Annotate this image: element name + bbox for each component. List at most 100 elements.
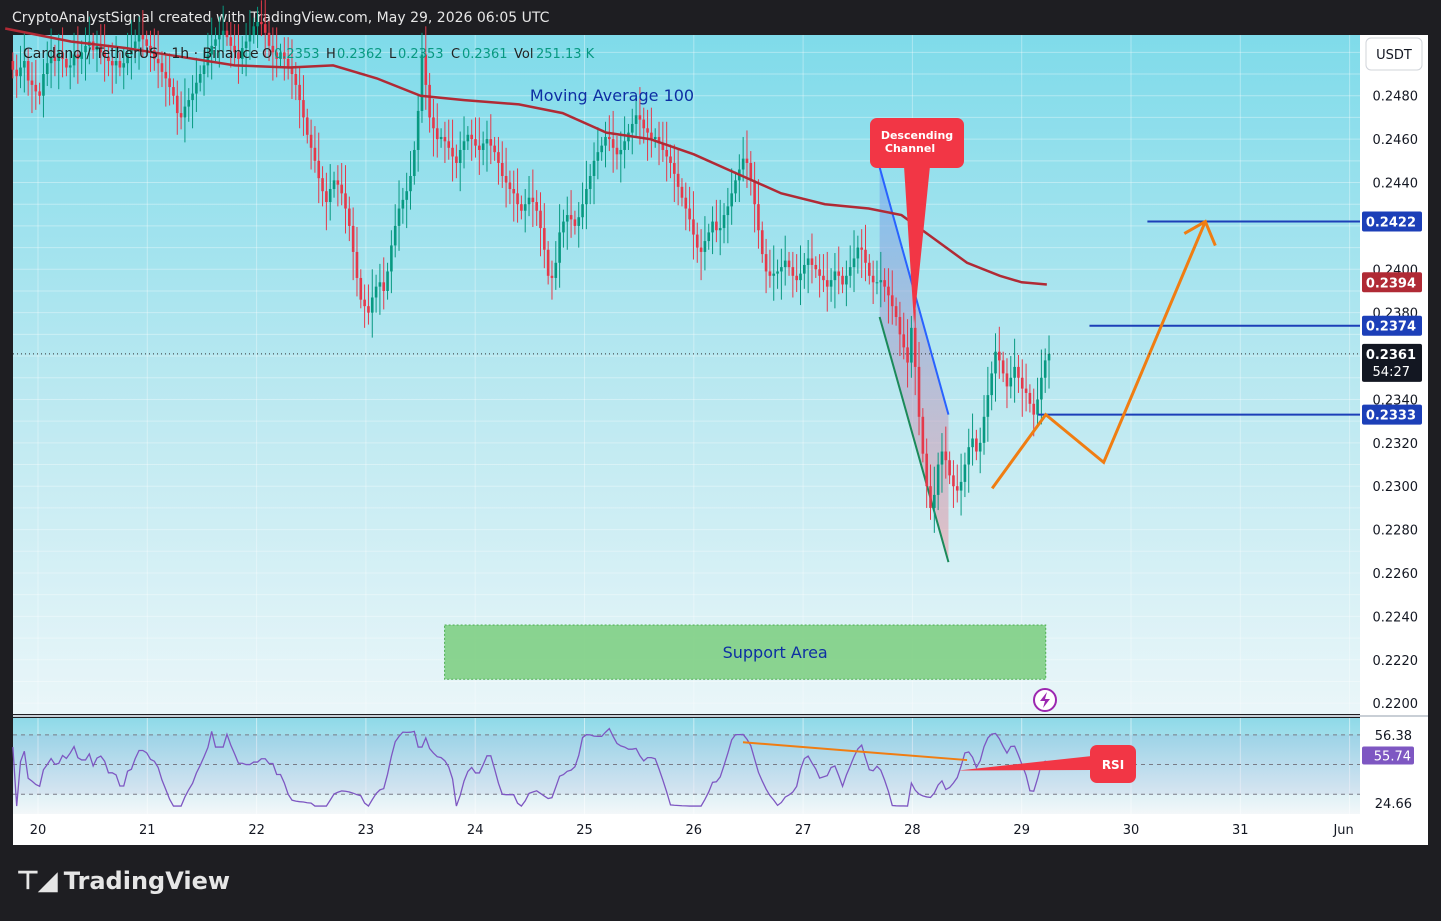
candle-bearish: [669, 144, 672, 179]
candle-body: [913, 327, 917, 367]
candle-bullish: [397, 180, 401, 251]
price-tick-label: 0.2300: [1373, 480, 1419, 495]
candle-bullish: [240, 36, 244, 75]
candle-body: [145, 39, 148, 46]
candle-bearish: [340, 162, 343, 206]
candle-bullish: [218, 16, 221, 68]
price-axis-background: [1360, 35, 1428, 845]
candle-bullish: [879, 251, 883, 308]
lightning-icon[interactable]: [1033, 688, 1057, 712]
last-price-value: 0.2361: [1366, 348, 1416, 363]
candle-body: [1009, 377, 1013, 387]
legend-close-value: 0.2361: [462, 47, 508, 62]
legend-close-label: C: [451, 47, 460, 62]
candle-body: [634, 115, 638, 124]
candle-body: [11, 61, 15, 70]
candle-bearish: [91, 32, 95, 59]
candle-bearish: [757, 179, 760, 249]
price-axis[interactable]: 0.25000.24800.24600.24400.24200.24000.23…: [1362, 46, 1422, 712]
candle-bearish: [975, 429, 978, 461]
support-area: Support Area: [444, 624, 1047, 680]
candle-bullish: [1043, 348, 1047, 393]
candle-body: [225, 30, 229, 38]
candle-body: [596, 152, 600, 161]
candle-body: [718, 228, 722, 231]
candle-bullish: [967, 428, 971, 493]
candle-bullish: [393, 204, 397, 258]
candle-bearish: [160, 51, 164, 88]
candle-body: [535, 202, 538, 211]
candle-body: [164, 71, 168, 79]
candle-body: [244, 41, 248, 49]
candle-bullish: [374, 274, 378, 313]
candle-body: [435, 128, 439, 140]
candle-body: [814, 264, 818, 270]
candle-body: [481, 143, 485, 150]
candle-body: [53, 56, 57, 62]
chart-credit: CryptoAnalystSignal created with Trading…: [12, 10, 550, 26]
rsi-value: 55.74: [1374, 750, 1411, 765]
price-tick-label: 0.2200: [1373, 697, 1419, 712]
candle-body: [198, 74, 202, 83]
candle-bullish: [126, 32, 129, 76]
candle-body: [439, 136, 443, 140]
candle-bullish: [994, 333, 997, 402]
candle-bullish: [72, 32, 76, 78]
price-tag-background: [1362, 272, 1422, 293]
candle-bearish: [233, 24, 236, 65]
currency-button[interactable]: USDT: [1365, 37, 1423, 71]
candle-bearish: [107, 44, 110, 77]
candle-bearish: [271, 27, 275, 81]
candle-body: [791, 267, 795, 276]
candle-body: [848, 267, 852, 276]
candle-body: [485, 139, 489, 144]
legend-high-label: H: [326, 47, 336, 62]
candle-bullish: [734, 171, 737, 203]
candle-bearish: [688, 186, 691, 232]
candle-body: [638, 115, 642, 120]
candle-bearish: [661, 121, 665, 162]
candle-bullish: [577, 202, 581, 248]
candle-body: [68, 65, 72, 68]
candle-bearish: [153, 28, 156, 71]
price-tag: 0.2422: [1362, 211, 1422, 232]
candle-bullish: [80, 40, 83, 75]
tradingview-logo-text: TradingView: [63, 867, 231, 895]
candle-bullish: [856, 235, 860, 274]
candle-bearish: [432, 98, 435, 157]
candle-bearish: [493, 136, 496, 161]
candle-bearish: [615, 135, 619, 170]
candle-body: [233, 45, 236, 53]
time-axis[interactable]: 20 21 22 23 24 25 26 27 28 29 30 31 Jun: [30, 823, 1354, 838]
candle-body: [118, 61, 122, 68]
time-tick-label: 22: [248, 823, 265, 838]
candle-bearish: [359, 269, 363, 309]
candle-bullish: [833, 253, 837, 309]
candle-bearish: [305, 108, 309, 144]
candle-bearish: [344, 165, 347, 234]
candle-body: [393, 225, 397, 246]
candle-bearish: [569, 190, 573, 238]
candle-bullish: [191, 75, 194, 129]
descending-channel-callout: Descending Channel: [870, 118, 964, 324]
candle-bullish: [195, 57, 198, 113]
tradingview-logo[interactable]: ⊤◢ TradingView: [16, 866, 230, 896]
candle-body: [929, 486, 932, 508]
time-tick-label: 25: [576, 823, 593, 838]
candle-body: [722, 215, 726, 229]
candle-body: [527, 197, 531, 205]
candle-bearish: [921, 408, 925, 463]
candle-body: [550, 275, 554, 278]
candle-bearish: [355, 226, 359, 297]
candle-body: [925, 453, 928, 487]
candle-bearish: [787, 251, 791, 276]
currency-button-label: USDT: [1376, 48, 1412, 63]
candle-body: [650, 132, 653, 140]
candle-bearish: [944, 426, 948, 479]
candle-bullish: [829, 268, 833, 302]
candle-body: [133, 41, 137, 49]
candle-bullish: [328, 164, 332, 221]
candle-body: [546, 249, 550, 276]
candle-body: [818, 269, 821, 276]
